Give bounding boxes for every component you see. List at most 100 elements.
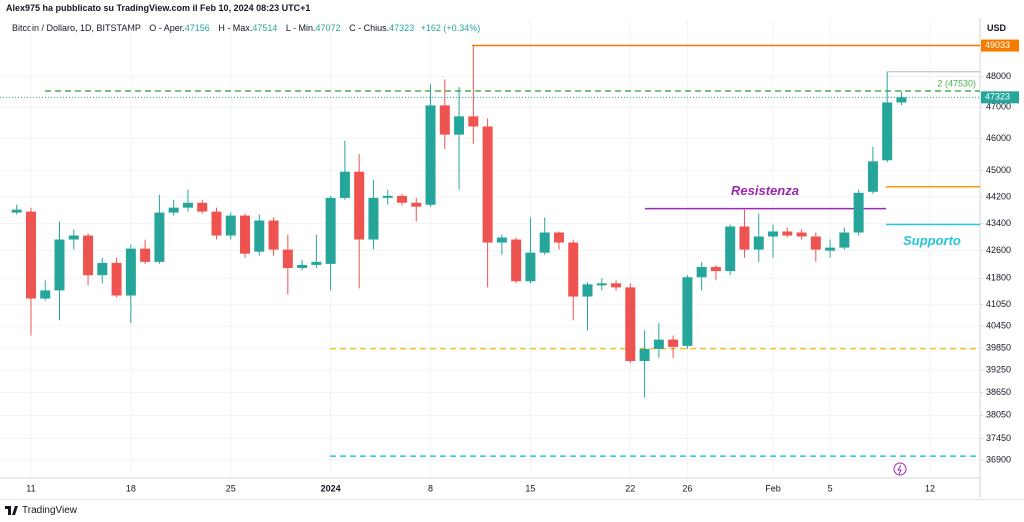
candle-body — [696, 266, 707, 278]
candle-body — [896, 97, 907, 103]
candle-body — [739, 226, 750, 250]
candle-body — [668, 339, 679, 347]
x-tick-label: 12 — [925, 483, 935, 493]
y-tick-label: 38650 — [986, 387, 1011, 397]
candle-body — [753, 236, 764, 250]
y-tick-label: 40450 — [986, 321, 1011, 331]
candle-body — [111, 262, 122, 296]
candle-body — [611, 283, 622, 288]
candle-body — [525, 252, 536, 282]
price-box-label: 49033 — [985, 40, 1010, 50]
footer: TradingView — [0, 499, 1024, 522]
price-box — [981, 39, 1019, 52]
level-label: 2 (47530) — [937, 78, 976, 88]
candle-body — [382, 195, 393, 198]
candle-body — [254, 220, 265, 252]
candle-body — [511, 239, 522, 282]
symbol-title: Bitcoin / Dollaro, 1D, BITSTAMP — [12, 23, 141, 33]
chart: 48000 47000 46000 45000 44200 43400 42600 41800… — [0, 18, 1019, 498]
candle-body — [867, 161, 878, 192]
y-tick-label: 39250 — [986, 364, 1011, 374]
y-tick-label: 45000 — [986, 165, 1011, 175]
x-tick-label: Feb — [765, 483, 781, 493]
y-tick-label: 46000 — [986, 133, 1011, 143]
candle-body — [682, 277, 693, 346]
last-price-label: 47323 — [985, 92, 1010, 102]
candle-body — [496, 237, 507, 243]
candle-body — [768, 231, 779, 237]
candle-body — [54, 239, 65, 291]
candle-body — [882, 102, 893, 161]
candle-body — [411, 202, 422, 207]
candle-body — [839, 232, 850, 248]
event-icon[interactable] — [893, 462, 907, 476]
candle-body — [582, 284, 593, 297]
candle-body — [68, 235, 79, 240]
x-tick-label: 8 — [428, 483, 433, 493]
candle-body — [354, 171, 365, 240]
candle-body — [40, 290, 51, 299]
ohlc-key: L - Min. — [285, 23, 316, 33]
candle-body — [297, 264, 308, 268]
candle-body — [11, 209, 22, 213]
ohlc-key: H - Max. — [218, 23, 253, 33]
last-price-box — [981, 91, 1019, 104]
y-tick-label: 38050 — [986, 410, 1011, 420]
ohlc-value: 47323 — [389, 23, 415, 33]
candle-body — [454, 116, 465, 135]
candle-body — [325, 197, 336, 264]
candle-body — [396, 195, 407, 203]
x-tick-label: 26 — [682, 483, 692, 493]
candle-body — [368, 197, 379, 240]
candle-body — [140, 248, 151, 262]
candle-body — [240, 215, 251, 254]
ohlc-key: O - Aper. — [149, 23, 185, 33]
ohlc-value: 47072 — [315, 23, 341, 33]
candle-body — [710, 266, 721, 272]
candle-body — [197, 202, 208, 212]
candle-body — [853, 192, 864, 233]
candle-body — [425, 105, 436, 205]
x-tick-label: 22 — [625, 483, 635, 493]
candle-body — [339, 171, 350, 198]
ohlc-value: 47514 — [252, 23, 278, 33]
candle-body — [539, 232, 550, 253]
brand: TradingView — [22, 505, 78, 516]
candle-body — [596, 283, 607, 286]
currency: USD — [986, 23, 1006, 33]
candle-body — [725, 226, 736, 272]
candle-body — [125, 248, 136, 296]
candle-body — [83, 235, 94, 276]
level-label: Supporto — [903, 233, 961, 248]
x-tick-label: 18 — [126, 483, 136, 493]
candle-body — [225, 215, 236, 236]
ohlc-value: 47156 — [184, 23, 210, 33]
candle-body — [211, 211, 222, 236]
candle-body — [482, 126, 493, 243]
publish-info: Alex975 ha pubblicato su TradingView.com… — [6, 3, 311, 13]
x-tick-label: 11 — [26, 483, 35, 493]
y-tick-label: 43400 — [986, 218, 1011, 228]
candle-body — [653, 339, 664, 349]
candle-body — [639, 348, 650, 362]
candle-body — [282, 249, 293, 268]
x-tick-label: 2024 — [321, 483, 341, 493]
candle-body — [439, 105, 450, 135]
candle-body — [268, 220, 279, 250]
y-tick-label: 48000 — [986, 71, 1011, 81]
candle-body — [182, 202, 193, 208]
candle-body — [796, 232, 807, 237]
candle-body — [825, 247, 836, 251]
logo — [5, 506, 18, 515]
candle-body — [154, 212, 165, 262]
y-tick-label: 36900 — [986, 454, 1011, 464]
y-tick-label: 39850 — [986, 342, 1011, 352]
y-tick-label: 44200 — [986, 191, 1011, 201]
y-tick-label: 41800 — [986, 273, 1011, 283]
ohlc-key: C - Chius. — [349, 23, 390, 33]
x-tick-label: 25 — [226, 483, 236, 493]
change: +162 (+0.34%) — [420, 23, 481, 33]
x-tick-label: 15 — [525, 483, 535, 493]
candle-body — [625, 287, 636, 362]
legend: Bitcoin / Dollaro, 1D, BITSTAMP O - Aper… — [12, 23, 480, 33]
